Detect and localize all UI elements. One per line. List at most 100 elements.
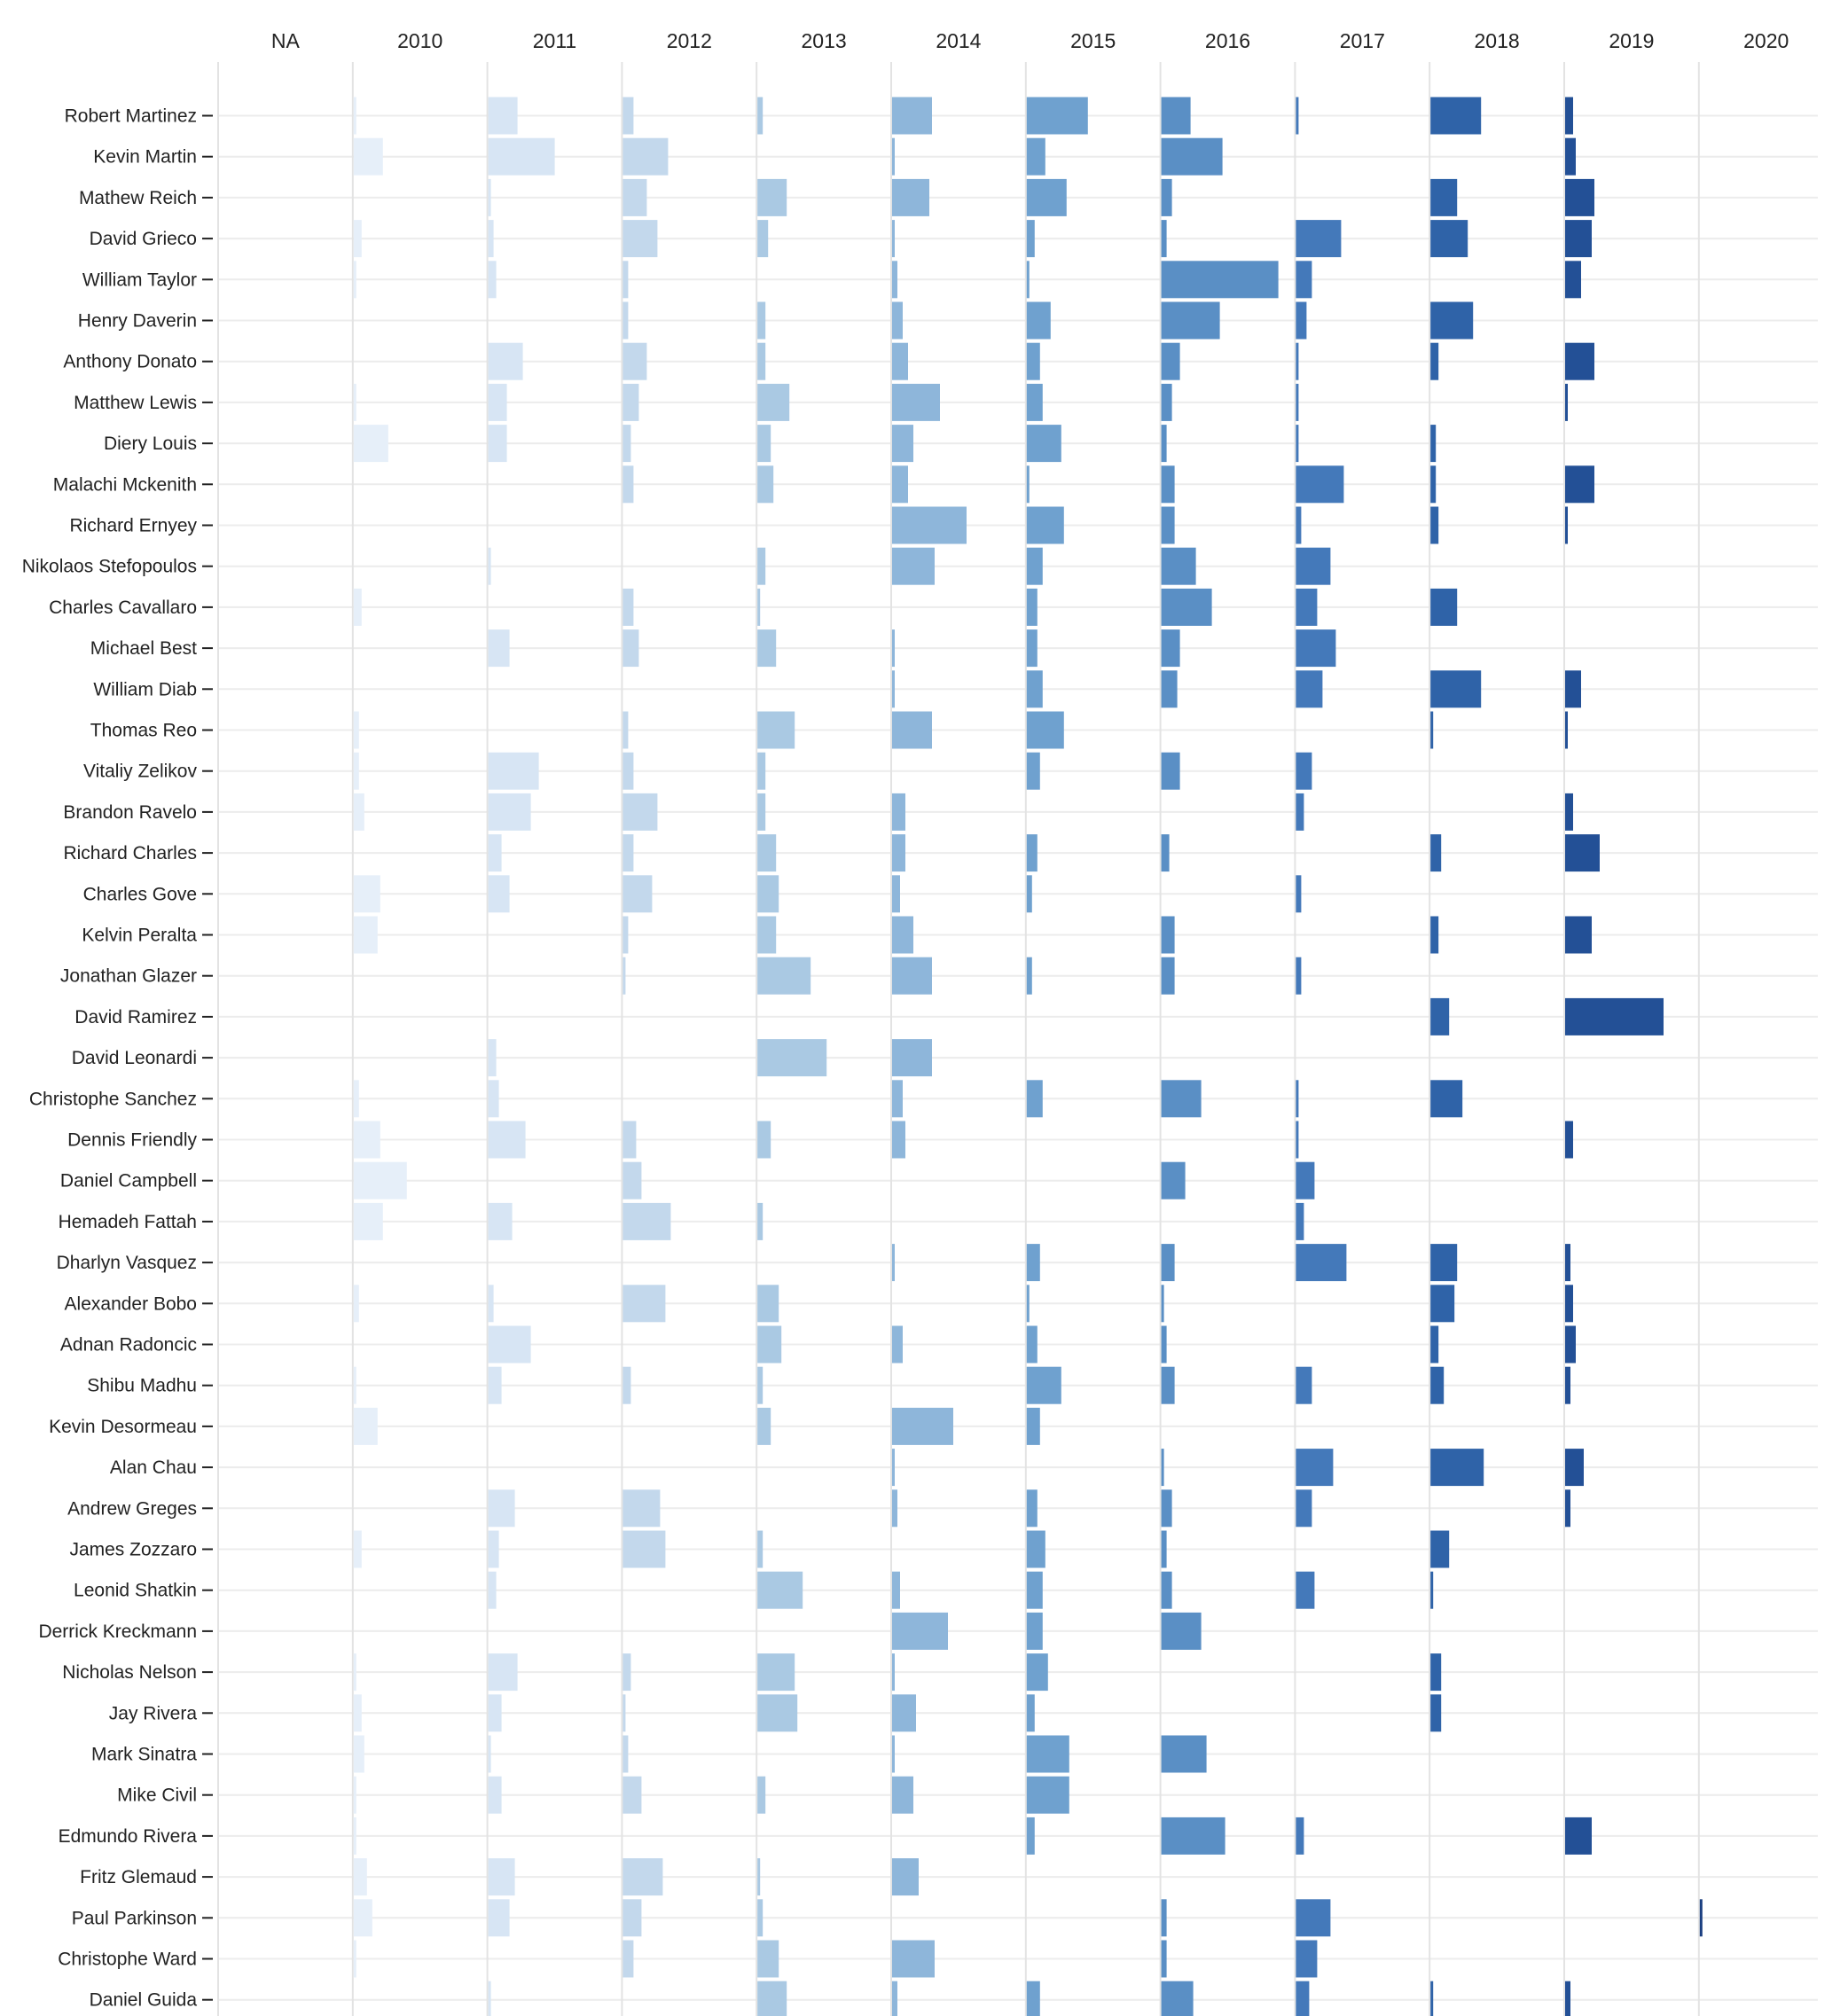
bar-robert-martinez-2012 bbox=[623, 97, 634, 135]
bar-hemadeh-fattah-2010 bbox=[353, 1202, 383, 1240]
bar-leonid-shatkin-2011 bbox=[488, 1571, 497, 1609]
bar-shibu-madhu-2016 bbox=[1161, 1366, 1175, 1404]
bar-vitaliy-zelikov-2015 bbox=[1026, 752, 1040, 790]
bar-edmundo-rivera-2016 bbox=[1161, 1817, 1225, 1855]
bar-dennis-friendly-2012 bbox=[623, 1121, 637, 1159]
bar-edmundo-rivera-2010 bbox=[353, 1817, 356, 1855]
bar-jay-rivera-2014 bbox=[892, 1694, 916, 1732]
bar-fritz-glemaud-2011 bbox=[488, 1858, 515, 1896]
bar-robert-martinez-2014 bbox=[892, 97, 932, 135]
bar-alan-chau-2018 bbox=[1430, 1449, 1484, 1487]
row-label-jay-rivera: Jay Rivera bbox=[109, 1703, 198, 1723]
bar-thomas-reo-2015 bbox=[1026, 711, 1064, 749]
bar-kelvin-peralta-2010 bbox=[353, 916, 378, 954]
bar-jay-rivera-2010 bbox=[353, 1694, 362, 1732]
bar-william-diab-2014 bbox=[892, 670, 895, 708]
bar-richard-charles-2019 bbox=[1565, 834, 1600, 872]
bar-william-diab-2018 bbox=[1430, 670, 1482, 708]
bar-david-grieco-2017 bbox=[1296, 220, 1342, 258]
bar-richard-ernyey-2015 bbox=[1026, 506, 1064, 544]
bars bbox=[353, 97, 1703, 2016]
bar-daniel-guida-2013 bbox=[757, 1981, 787, 2016]
bar-richard-ernyey-2016 bbox=[1161, 506, 1175, 544]
bar-vitaliy-zelikov-2011 bbox=[488, 752, 539, 790]
bar-matthew-lewis-2012 bbox=[623, 383, 639, 421]
bar-leonid-shatkin-2015 bbox=[1026, 1571, 1043, 1609]
bar-kevin-martin-2010 bbox=[353, 137, 383, 176]
bar-david-grieco-2014 bbox=[892, 220, 895, 258]
bar-michael-best-2013 bbox=[757, 629, 777, 668]
bar-brandon-ravelo-2012 bbox=[623, 793, 658, 831]
bar-james-zozzaro-2018 bbox=[1430, 1530, 1450, 1568]
bar-daniel-guida-2017 bbox=[1296, 1981, 1310, 2016]
bar-diery-louis-2012 bbox=[623, 425, 631, 463]
bar-james-zozzaro-2012 bbox=[623, 1530, 666, 1568]
bar-andrew-greges-2016 bbox=[1161, 1489, 1172, 1528]
bar-christophe-sanchez-2017 bbox=[1296, 1080, 1299, 1118]
bar-charles-gove-2015 bbox=[1026, 875, 1032, 913]
bar-mike-civil-2010 bbox=[353, 1776, 356, 1814]
bar-james-zozzaro-2013 bbox=[757, 1530, 763, 1568]
bar-nicholas-nelson-2013 bbox=[757, 1653, 795, 1692]
bar-thomas-reo-2013 bbox=[757, 711, 795, 749]
bar-kevin-martin-2012 bbox=[623, 137, 669, 176]
bar-charles-cavallaro-2018 bbox=[1430, 588, 1458, 626]
bar-christophe-sanchez-2011 bbox=[488, 1080, 499, 1118]
bar-vitaliy-zelikov-2012 bbox=[623, 752, 634, 790]
bar-adnan-radoncic-2013 bbox=[757, 1325, 782, 1364]
column-label-na: NA bbox=[271, 29, 301, 52]
bar-richard-charles-2018 bbox=[1430, 834, 1442, 872]
row-label-nikolaos-stefopoulos: Nikolaos Stefopoulos bbox=[22, 557, 197, 577]
bar-david-grieco-2016 bbox=[1161, 220, 1167, 258]
bar-william-taylor-2019 bbox=[1565, 261, 1581, 299]
bar-dharlyn-vasquez-2018 bbox=[1430, 1244, 1458, 1282]
bar-david-ramirez-2018 bbox=[1430, 997, 1450, 1035]
bar-alexander-bobo-2012 bbox=[623, 1285, 666, 1323]
bar-malachi-mckenith-2017 bbox=[1296, 465, 1344, 504]
row-label-kevin-martin: Kevin Martin bbox=[93, 147, 197, 168]
bar-derrick-kreckmann-2016 bbox=[1161, 1612, 1202, 1650]
bar-daniel-guida-2019 bbox=[1565, 1981, 1570, 2016]
bar-robert-martinez-2016 bbox=[1161, 97, 1191, 135]
bar-anthony-donato-2016 bbox=[1161, 342, 1180, 380]
bar-charles-cavallaro-2017 bbox=[1296, 588, 1318, 626]
bar-anthony-donato-2013 bbox=[757, 342, 766, 380]
row-label-richard-charles: Richard Charles bbox=[63, 843, 197, 863]
bar-malachi-mckenith-2012 bbox=[623, 465, 634, 504]
row-label-david-grieco: David Grieco bbox=[90, 229, 197, 249]
bar-alan-chau-2019 bbox=[1565, 1449, 1584, 1487]
bar-paul-parkinson-2013 bbox=[757, 1899, 763, 1937]
bar-diery-louis-2011 bbox=[488, 425, 507, 463]
row-label-paul-parkinson: Paul Parkinson bbox=[72, 1908, 197, 1928]
bar-diery-louis-2017 bbox=[1296, 425, 1299, 463]
bar-vitaliy-zelikov-2010 bbox=[353, 752, 359, 790]
bar-shibu-madhu-2017 bbox=[1296, 1366, 1312, 1404]
bar-dennis-friendly-2011 bbox=[488, 1121, 526, 1159]
row-label-nicholas-nelson: Nicholas Nelson bbox=[62, 1662, 197, 1683]
bar-fritz-glemaud-2014 bbox=[892, 1858, 919, 1896]
bar-paul-parkinson-2010 bbox=[353, 1899, 372, 1937]
bar-daniel-guida-2015 bbox=[1026, 1981, 1040, 2016]
bar-henry-daverin-2016 bbox=[1161, 301, 1220, 340]
row-label-edmundo-rivera: Edmundo Rivera bbox=[59, 1826, 198, 1847]
column-label-2017: 2017 bbox=[1340, 29, 1385, 52]
bar-hemadeh-fattah-2013 bbox=[757, 1202, 763, 1240]
bar-paul-parkinson-2016 bbox=[1161, 1899, 1167, 1937]
bar-david-leonardi-2014 bbox=[892, 1039, 932, 1077]
bar-jonathan-glazer-2015 bbox=[1026, 957, 1032, 995]
bar-william-taylor-2011 bbox=[488, 261, 497, 299]
bar-kelvin-peralta-2012 bbox=[623, 916, 629, 954]
bar-kevin-desormeau-2015 bbox=[1026, 1407, 1040, 1445]
bar-fritz-glemaud-2012 bbox=[623, 1858, 663, 1896]
bar-charles-gove-2012 bbox=[623, 875, 653, 913]
bar-andrew-greges-2019 bbox=[1565, 1489, 1570, 1528]
bar-william-taylor-2017 bbox=[1296, 261, 1312, 299]
row-label-mark-sinatra: Mark Sinatra bbox=[91, 1745, 197, 1765]
row-label-dennis-friendly: Dennis Friendly bbox=[67, 1130, 197, 1151]
bar-kelvin-peralta-2018 bbox=[1430, 916, 1439, 954]
bar-david-leonardi-2013 bbox=[757, 1039, 827, 1077]
row-label-anthony-donato: Anthony Donato bbox=[63, 352, 197, 372]
bar-adnan-radoncic-2019 bbox=[1565, 1325, 1576, 1364]
row-label-thomas-reo: Thomas Reo bbox=[90, 721, 197, 741]
